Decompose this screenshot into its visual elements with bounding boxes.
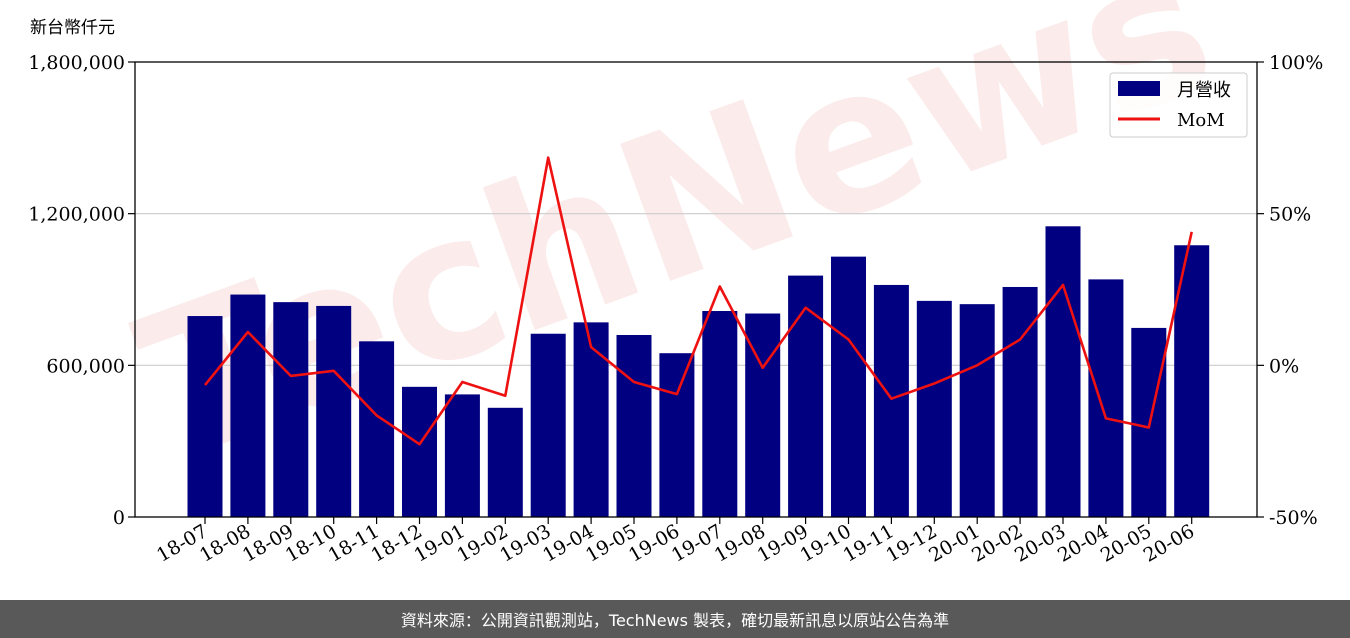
bar-19-06	[659, 353, 695, 517]
plot-frame	[134, 61, 1258, 518]
y-tick-label: 1,800,000	[28, 52, 125, 74]
bar-19-09	[788, 275, 824, 517]
bar-18-07	[187, 316, 223, 517]
legend-swatch-bar	[1118, 81, 1160, 96]
bar-19-01	[444, 394, 480, 517]
bar-18-10	[316, 305, 352, 517]
source-text: 資料來源：公開資訊觀測站，TechNews 製表，確切最新訊息以原站公告為準	[400, 611, 950, 630]
bar-20-03	[1045, 226, 1081, 518]
mom-series-line	[203, 156, 1193, 446]
bar-20-04	[1088, 279, 1124, 517]
bar-19-02	[487, 407, 523, 517]
bar-18-09	[273, 302, 309, 517]
bar-19-04	[573, 322, 609, 517]
bar-19-12	[916, 300, 952, 517]
bar-19-10	[831, 256, 866, 517]
bar-19-03	[530, 333, 566, 517]
y-axis-right: -50% 0% 50% 100%	[1257, 52, 1323, 529]
x-axis: 18-0718-0818-0918-1018-1118-1219-0119-02…	[153, 517, 1198, 567]
bar-20-02	[1002, 286, 1038, 517]
x-tick-label: 20-06	[1140, 520, 1198, 566]
y2-tick-label: 50%	[1269, 204, 1311, 226]
y2-tick-label: 100%	[1269, 52, 1323, 74]
bar-19-07	[702, 310, 738, 517]
source-footer: 資料來源：公開資訊觀測站，TechNews 製表，確切最新訊息以原站公告為準	[0, 600, 1350, 638]
y-axis-left: 0 600,000 1,200,000 1,800,000	[28, 52, 135, 529]
bar-18-11	[359, 341, 395, 517]
legend-label-revenue: 月營收	[1177, 80, 1231, 101]
y2-tick-label: -50%	[1269, 507, 1318, 529]
y-tick-label: 1,200,000	[28, 204, 125, 226]
mom-line	[203, 156, 1193, 446]
bar-19-05	[616, 335, 652, 517]
legend: 月營收 MoM	[1109, 72, 1248, 138]
bar-18-12	[402, 386, 437, 517]
y-axis-label: 新台幣仟元	[30, 18, 115, 38]
y-tick-label: 0	[113, 507, 125, 529]
y-tick-label: 600,000	[46, 355, 125, 377]
bar-19-11	[873, 284, 909, 517]
bar-20-01	[959, 304, 995, 517]
y2-tick-label: 0%	[1269, 355, 1299, 377]
bar-18-08	[230, 294, 266, 517]
legend-label-mom: MoM	[1177, 110, 1225, 131]
bars	[187, 226, 1210, 518]
